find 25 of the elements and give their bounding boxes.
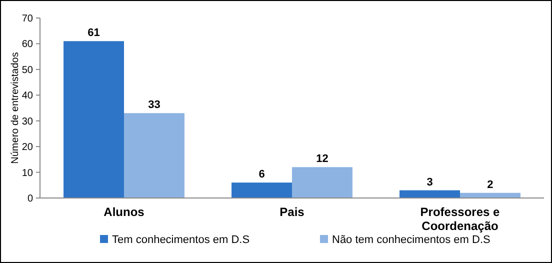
data-label: 2: [487, 178, 494, 191]
legend-label: Não tem conhecimentos em D.S: [332, 234, 490, 246]
y-tick-label: 70: [22, 14, 34, 24]
y-tick-label: 50: [22, 64, 34, 76]
bar: [232, 182, 292, 198]
x-tick-label: Pais: [280, 205, 305, 219]
bar: [292, 167, 352, 198]
y-tick-label: 0: [27, 194, 34, 204]
y-tick-label: 40: [22, 90, 34, 102]
x-tick-label: Alunos: [104, 205, 145, 219]
bar: [124, 113, 184, 198]
y-tick-label: 20: [22, 142, 34, 154]
data-label: 61: [88, 27, 100, 40]
legend-label: Tem conhecimentos em D.S: [112, 234, 250, 246]
bar: [64, 41, 124, 198]
x-tick-label: Professores e Coordenação: [420, 205, 500, 233]
bar: [400, 190, 460, 198]
data-label: 33: [148, 99, 160, 112]
data-label: 12: [316, 153, 328, 166]
y-tick-label: 60: [22, 39, 34, 50]
data-label: 6: [258, 168, 265, 181]
y-tick-label: 30: [22, 116, 34, 128]
y-axis-title: Número de entrevistados: [10, 52, 21, 164]
data-label: 3: [426, 176, 433, 188]
y-tick-label: 10: [22, 168, 34, 179]
